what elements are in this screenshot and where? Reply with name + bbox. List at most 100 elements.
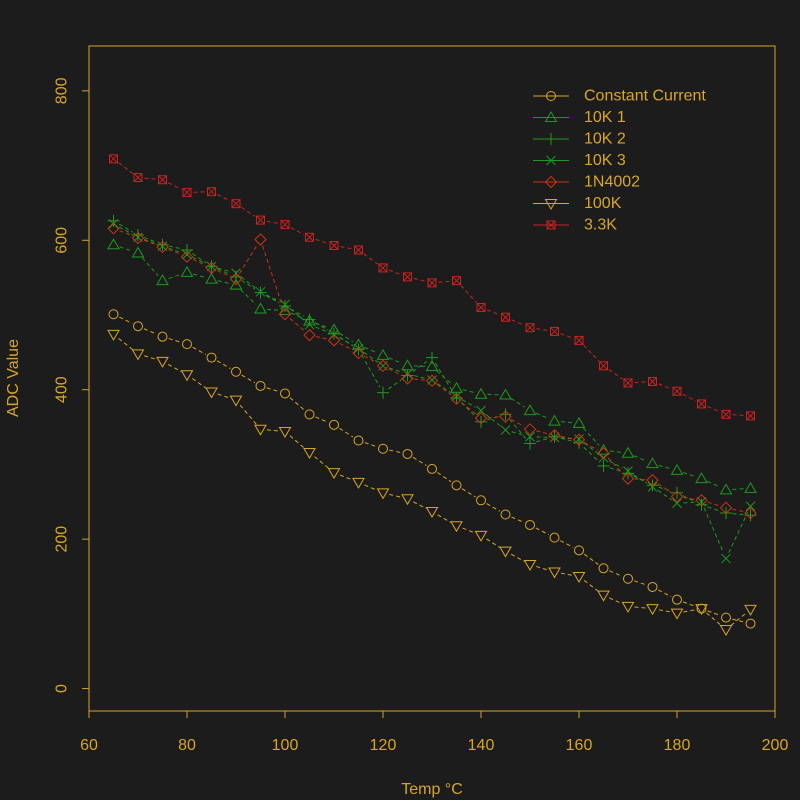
data-point — [670, 608, 684, 620]
series-line-segment — [703, 507, 724, 553]
series-line-segment — [583, 344, 600, 362]
series-line-segment — [143, 236, 157, 243]
y-axis: 0 200 400 600 800 — [54, 46, 90, 711]
data-point — [377, 386, 389, 399]
data-point — [231, 199, 241, 209]
series-line-segment — [389, 493, 402, 498]
series-line-segment — [633, 455, 647, 462]
data-point — [156, 238, 169, 251]
series-line-segment — [363, 253, 379, 265]
series-line-segment — [192, 256, 206, 265]
data-point — [327, 334, 341, 347]
series-line-segment — [339, 332, 354, 342]
data-point — [499, 388, 512, 400]
data-point — [598, 563, 609, 574]
data-point — [696, 496, 707, 507]
data-point — [450, 521, 463, 533]
series-line-segment — [217, 270, 231, 277]
data-point — [354, 245, 363, 255]
data-point — [108, 309, 119, 320]
data-point — [352, 346, 365, 360]
series-line-segment — [241, 206, 256, 217]
data-point — [205, 261, 218, 275]
data-point — [744, 509, 757, 522]
data-point — [744, 604, 757, 616]
data-point — [229, 278, 243, 290]
data-point — [646, 604, 659, 616]
data-point — [328, 327, 340, 340]
series-line-segment — [707, 480, 721, 488]
x-tick-label: 120 — [370, 737, 397, 754]
series-line-segment — [511, 319, 525, 326]
y-axis-title: ADC Value — [5, 339, 22, 417]
series-line-segment — [732, 414, 745, 416]
data-point — [378, 443, 388, 454]
data-point — [403, 272, 412, 282]
series-line-segment — [315, 336, 328, 340]
series-line-segment — [487, 416, 500, 419]
series-line-segment — [462, 527, 476, 534]
data-point — [647, 581, 658, 592]
series-line-segment — [413, 501, 427, 509]
series-line-segment — [634, 478, 647, 481]
x-tick-label: 100 — [272, 737, 299, 754]
series-line-segment — [265, 295, 280, 304]
series-line-segment — [536, 430, 549, 435]
data-point — [425, 360, 439, 372]
series-line-segment — [413, 277, 426, 282]
data-point — [280, 220, 290, 230]
series-line-segment — [658, 609, 671, 613]
legend-item: 10K 1 — [533, 109, 626, 126]
series-line-segment — [240, 276, 256, 289]
data-point — [304, 319, 315, 330]
series-line-segment — [706, 612, 722, 626]
series-line-segment — [634, 381, 647, 384]
series-line-segment — [509, 419, 527, 439]
series-line-segment — [241, 374, 256, 384]
data-point — [107, 222, 120, 235]
series-line-segment — [192, 378, 207, 389]
data-point — [205, 272, 218, 284]
data-point — [695, 498, 708, 511]
data-point — [452, 276, 461, 286]
legend-item: 10K 2 — [533, 131, 626, 148]
series-line-segment — [119, 230, 133, 237]
legend-label: 1N4002 — [584, 174, 640, 191]
data-point — [499, 410, 512, 423]
series-line-segment — [217, 268, 231, 275]
series-4 — [107, 222, 757, 520]
data-point — [254, 424, 267, 436]
data-point — [255, 380, 266, 391]
y-tick-label: 800 — [54, 77, 71, 104]
series-layer — [107, 154, 757, 637]
data-point — [598, 452, 609, 463]
data-point — [695, 472, 708, 484]
series-line-segment — [510, 553, 525, 562]
data-point — [304, 409, 315, 420]
series-line-segment — [388, 368, 402, 376]
series-line-segment — [536, 438, 549, 443]
series-line-segment — [560, 572, 573, 576]
data-point — [572, 416, 586, 428]
x-tick-label: 180 — [664, 737, 691, 754]
series-line-segment — [560, 540, 574, 548]
series-5 — [107, 329, 757, 637]
data-point — [450, 381, 463, 393]
data-point — [599, 361, 608, 371]
series-line-segment — [682, 601, 696, 607]
series-line-segment — [364, 442, 377, 448]
series-line-segment — [732, 513, 745, 516]
data-point — [450, 391, 463, 404]
series-line-segment — [118, 226, 133, 235]
series-line-segment — [388, 269, 402, 276]
series-1 — [107, 238, 757, 495]
series-line-segment — [289, 435, 305, 449]
legend-marker — [546, 155, 556, 166]
y-tick-label: 400 — [54, 376, 71, 403]
data-point — [697, 399, 706, 409]
series-line-segment — [657, 483, 672, 494]
series-line-segment — [658, 464, 671, 470]
series-line-segment — [339, 337, 354, 346]
data-point — [451, 391, 462, 402]
series-line-segment — [634, 606, 647, 609]
